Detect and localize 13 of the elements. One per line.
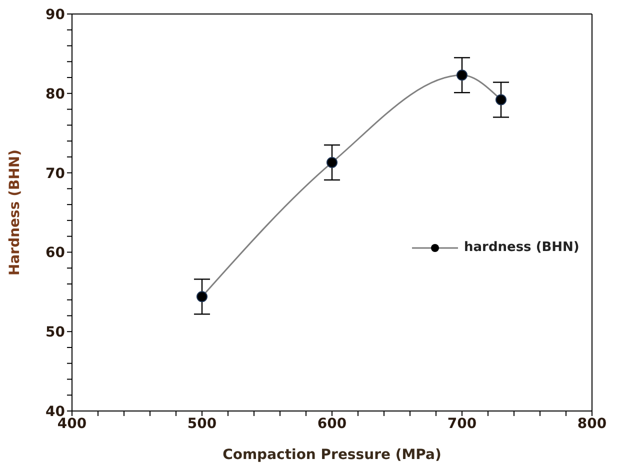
x-tick-label: 400 [57,416,87,432]
x-tick-label: 800 [577,416,607,432]
y-tick-label: 50 [46,324,66,341]
x-tick-label: 700 [447,416,477,432]
y-axis-title: Hardness (BHN) [6,150,23,276]
y-tick-label: 90 [46,6,66,23]
y-tick-label: 80 [46,86,66,102]
y-tick-label: 70 [46,166,66,182]
y-tick-label: 60 [46,245,66,262]
x-tick-label: 500 [187,416,217,432]
x-tick-label: 600 [317,416,347,432]
x-axis-title: Compaction Pressure (MPa) [222,447,442,463]
legend-label: hardness (BHN) [464,240,580,255]
